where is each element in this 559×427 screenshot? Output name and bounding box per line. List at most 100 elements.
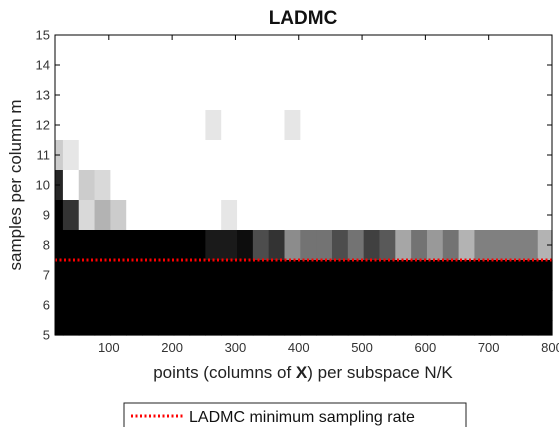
heatmap-cell	[252, 200, 270, 231]
x-tick-label: 500	[351, 340, 373, 355]
heatmap-cell	[458, 110, 476, 141]
heatmap-cell	[490, 320, 507, 336]
heatmap-cell	[157, 260, 175, 291]
heatmap-cell	[268, 260, 286, 291]
heatmap-cell	[157, 170, 175, 201]
heatmap-cell	[142, 140, 159, 171]
heatmap-cell	[474, 170, 491, 201]
heatmap-cell	[78, 170, 96, 201]
heatmap-cell	[157, 290, 175, 321]
heatmap-cell	[379, 200, 396, 231]
heatmap-cell	[126, 260, 143, 291]
heatmap-cell	[458, 290, 476, 321]
heatmap-cell	[300, 110, 317, 141]
heatmap-cell	[62, 290, 80, 321]
heatmap-cell	[537, 290, 553, 321]
heatmap-cell	[442, 230, 460, 261]
heatmap-cell	[537, 260, 553, 291]
heatmap-cell	[347, 230, 365, 261]
heatmap-cell	[442, 170, 460, 201]
heatmap-cell	[331, 230, 349, 261]
heatmap-cell	[537, 230, 553, 261]
heatmap-cell	[316, 260, 333, 291]
heatmap-cell	[142, 200, 159, 231]
heatmap-cell	[442, 260, 460, 291]
heatmap-cell	[379, 230, 396, 261]
heatmap-cell	[142, 230, 159, 261]
heatmap-cell	[284, 320, 301, 336]
heatmap-cell	[62, 110, 80, 141]
heatmap-cell	[458, 320, 476, 336]
heatmap-cell	[521, 320, 539, 336]
heatmap-cell	[237, 290, 254, 321]
heatmap-cell	[205, 290, 222, 321]
x-tick-label: 600	[415, 340, 437, 355]
heatmap-cell	[157, 140, 175, 171]
heatmap-cell	[316, 170, 333, 201]
heatmap-cell	[490, 260, 507, 291]
heatmap-cell	[347, 320, 365, 336]
heatmap-cell	[490, 200, 507, 231]
heatmap-cell	[284, 170, 301, 201]
x-axis-ticks: 100 200 300 400 500 600 700 800	[98, 35, 559, 355]
heatmap-cell	[411, 230, 428, 261]
heatmap-cell	[62, 170, 80, 201]
heatmap-cell	[221, 260, 238, 291]
y-tick-label: 13	[36, 88, 50, 103]
heatmap-cell	[110, 200, 127, 231]
heatmap-cell	[506, 230, 523, 261]
heatmap-cell	[252, 230, 270, 261]
heatmap-cell	[442, 290, 460, 321]
heatmap-cell	[506, 290, 523, 321]
heatmap-cell	[474, 200, 491, 231]
heatmap-cell	[189, 110, 206, 141]
heatmap-cell	[490, 230, 507, 261]
heatmap-cell	[268, 230, 286, 261]
x-axis-label: points (columns of X) per subspace N/K	[153, 363, 453, 382]
heatmap-cell	[506, 110, 523, 141]
heatmap-cell	[110, 290, 127, 321]
heatmap-cell	[110, 260, 127, 291]
heatmap-cell	[458, 230, 476, 261]
heatmap-cell	[173, 140, 191, 171]
heatmap-cell	[94, 140, 111, 171]
heatmap-cell	[411, 110, 428, 141]
heatmap-cell	[521, 290, 539, 321]
heatmap-cell	[173, 230, 191, 261]
heatmap-cell	[110, 320, 127, 336]
x-tick-label: 700	[478, 340, 500, 355]
heatmap-cell	[442, 110, 460, 141]
heatmap-cell	[300, 200, 317, 231]
heatmap-cell	[205, 170, 222, 201]
heatmap-cell	[300, 140, 317, 171]
y-tick-label: 14	[36, 58, 50, 73]
heatmap-cell	[331, 260, 349, 291]
heatmap-cell	[316, 230, 333, 261]
heatmap-cell	[284, 110, 301, 141]
heatmap-cell	[458, 200, 476, 231]
heatmap-cell	[395, 170, 412, 201]
heatmap-cell	[78, 110, 96, 141]
heatmap-cell	[237, 260, 254, 291]
heatmap-cell	[363, 140, 381, 171]
heatmap-cell	[142, 290, 159, 321]
heatmap-cell	[142, 110, 159, 141]
heatmap-cell	[268, 140, 286, 171]
heatmap-cell	[221, 290, 238, 321]
heatmap-cell	[205, 200, 222, 231]
heatmap-cell	[300, 320, 317, 336]
heatmap-cell	[426, 110, 444, 141]
heatmap-cell	[173, 260, 191, 291]
heatmap-cell	[458, 260, 476, 291]
heatmap-cell	[221, 320, 238, 336]
heatmap-cell	[189, 170, 206, 201]
heatmap-cell	[62, 260, 80, 291]
heatmap-cell	[142, 320, 159, 336]
heatmap-cell	[316, 200, 333, 231]
heatmap-cell	[252, 170, 270, 201]
heatmap-cell	[284, 260, 301, 291]
heatmap-cell	[363, 290, 381, 321]
heatmap-cell	[363, 170, 381, 201]
chart-title: LADMC	[269, 8, 338, 29]
heatmap-cell	[237, 140, 254, 171]
